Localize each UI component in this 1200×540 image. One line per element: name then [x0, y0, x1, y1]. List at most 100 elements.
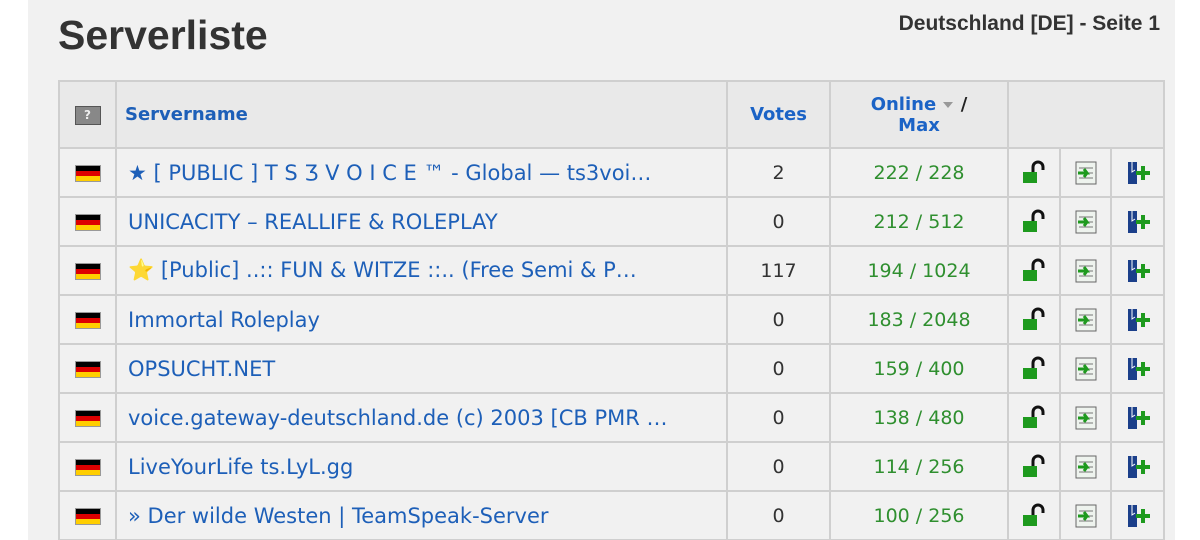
bookmark-svg[interactable]	[1125, 160, 1151, 186]
flag-icon	[74, 459, 101, 476]
flag-cell	[58, 343, 117, 394]
lock-svg[interactable]	[1021, 503, 1047, 529]
server-name[interactable]: UNICACITY – REALLIFE & ROLEPLAY	[115, 196, 728, 247]
connect-svg[interactable]	[1073, 307, 1099, 333]
flag-icon	[74, 508, 101, 525]
online-cell: 100 / 256	[829, 490, 1009, 540]
server-name[interactable]: Immortal Roleplay	[115, 294, 728, 345]
server-list-page: Serverliste Deutschland [DE] - Seite 1 ?…	[28, 0, 1175, 540]
bookmark-icon-cell	[1109, 245, 1166, 296]
online-cell: 159 / 400	[829, 343, 1009, 394]
bookmark-icon-cell	[1109, 392, 1166, 443]
server-row: Immortal Roleplay 0 183 / 2048	[58, 294, 1166, 345]
flag-cell	[58, 196, 117, 247]
connect-icon-cell	[1059, 490, 1112, 540]
bookmark-svg[interactable]	[1125, 209, 1151, 235]
server-table: ? Servername Votes Online / Max ★ [ PUBL…	[58, 80, 1166, 540]
server-name[interactable]: ⭐ [Public] ..:: FUN & WITZE ::.. (Free S…	[115, 245, 728, 296]
lock-svg[interactable]	[1021, 356, 1047, 382]
bookmark-svg[interactable]	[1125, 503, 1151, 529]
server-rows: ★ [ PUBLIC ] T S Ʒ V O I C E ™ - Global …	[58, 147, 1166, 540]
connect-icon-cell	[1059, 392, 1112, 443]
bookmark-icon-cell	[1109, 343, 1166, 394]
votes-cell: 0	[726, 294, 831, 345]
connect-svg[interactable]	[1073, 160, 1099, 186]
connect-icon-cell	[1059, 294, 1112, 345]
bookmark-icon-cell	[1109, 196, 1166, 247]
sort-icon	[943, 101, 954, 108]
connect-svg[interactable]	[1073, 405, 1099, 431]
connect-svg[interactable]	[1073, 356, 1099, 382]
connect-svg[interactable]	[1073, 454, 1099, 480]
lock-icon-cell	[1007, 490, 1061, 540]
connect-svg[interactable]	[1073, 258, 1099, 284]
online-cell: 212 / 512	[829, 196, 1009, 247]
votes-cell: 0	[726, 196, 831, 247]
connect-icon-cell	[1059, 196, 1112, 247]
online-cell: 138 / 480	[829, 392, 1009, 443]
flag-cell	[58, 147, 117, 198]
online-header-label[interactable]: Online	[870, 93, 937, 115]
server-row: UNICACITY – REALLIFE & ROLEPLAY 0 212 / 51…	[58, 196, 1166, 247]
lock-icon-cell	[1007, 392, 1061, 443]
server-name[interactable]: LiveYourLife ts.LyL.gg	[115, 441, 728, 492]
server-name[interactable]: » Der wilde Westen | TeamSpeak-Server	[115, 490, 728, 540]
votes-cell: 0	[726, 490, 831, 540]
connect-svg[interactable]	[1073, 209, 1099, 235]
server-row: » Der wilde Westen | TeamSpeak-Server 0 10…	[58, 490, 1166, 540]
flag-icon	[74, 312, 101, 329]
lock-icon-cell	[1007, 245, 1061, 296]
flag-icon	[74, 165, 101, 182]
flag-cell	[58, 392, 117, 443]
servername-header[interactable]: Servername	[115, 80, 728, 149]
flag-cell	[58, 490, 117, 540]
lock-icon-cell	[1007, 343, 1061, 394]
action-header	[1006, 80, 1166, 149]
flag-header: ?	[58, 80, 117, 149]
bookmark-svg[interactable]	[1125, 405, 1151, 431]
votes-cell: 117	[726, 245, 831, 296]
flag-icon	[74, 214, 101, 231]
server-name[interactable]: ★ [ PUBLIC ] T S Ʒ V O I C E ™ - Global …	[115, 147, 728, 198]
header-row: ? Servername Votes Online / Max	[58, 80, 1166, 149]
online-separator: /	[960, 93, 968, 115]
server-row: OPSUCHT.NET 0 159 / 400	[58, 343, 1166, 394]
flag-cell	[58, 441, 117, 492]
flag-icon	[74, 410, 101, 427]
max-header-label[interactable]: Max	[898, 114, 940, 136]
flag-icon	[74, 263, 101, 280]
flag-icon	[74, 361, 101, 378]
lock-icon-cell	[1007, 441, 1061, 492]
flag-cell	[58, 245, 117, 296]
server-row: ⭐ [Public] ..:: FUN & WITZE ::.. (Free S…	[58, 245, 1166, 296]
flag-cell	[58, 294, 117, 345]
bookmark-icon-cell	[1109, 147, 1166, 198]
bookmark-svg[interactable]	[1125, 258, 1151, 284]
lock-svg[interactable]	[1021, 307, 1047, 333]
bookmark-svg[interactable]	[1125, 356, 1151, 382]
server-row: voice.gateway-deutschland.de (c) 2003 [C…	[58, 392, 1166, 443]
votes-header[interactable]: Votes	[726, 80, 831, 149]
votes-cell: 2	[726, 147, 831, 198]
lock-icon-cell	[1007, 294, 1061, 345]
connect-icon-cell	[1059, 441, 1112, 492]
lock-svg[interactable]	[1021, 160, 1047, 186]
lock-svg[interactable]	[1021, 209, 1047, 235]
server-name[interactable]: OPSUCHT.NET	[115, 343, 728, 394]
page-subtitle: Deutschland [DE] - Seite 1	[898, 12, 1160, 35]
bookmark-svg[interactable]	[1125, 307, 1151, 333]
connect-svg[interactable]	[1073, 503, 1099, 529]
connect-icon-cell	[1059, 147, 1112, 198]
lock-svg[interactable]	[1021, 405, 1047, 431]
bookmark-svg[interactable]	[1125, 454, 1151, 480]
bookmark-icon-cell	[1109, 441, 1166, 492]
server-name[interactable]: voice.gateway-deutschland.de (c) 2003 [C…	[115, 392, 728, 443]
page-title: Serverliste	[58, 12, 268, 58]
online-header[interactable]: Online / Max	[829, 80, 1009, 149]
connect-icon-cell	[1059, 245, 1112, 296]
lock-svg[interactable]	[1021, 454, 1047, 480]
votes-cell: 0	[726, 392, 831, 443]
lock-svg[interactable]	[1021, 258, 1047, 284]
online-cell: 114 / 256	[829, 441, 1009, 492]
